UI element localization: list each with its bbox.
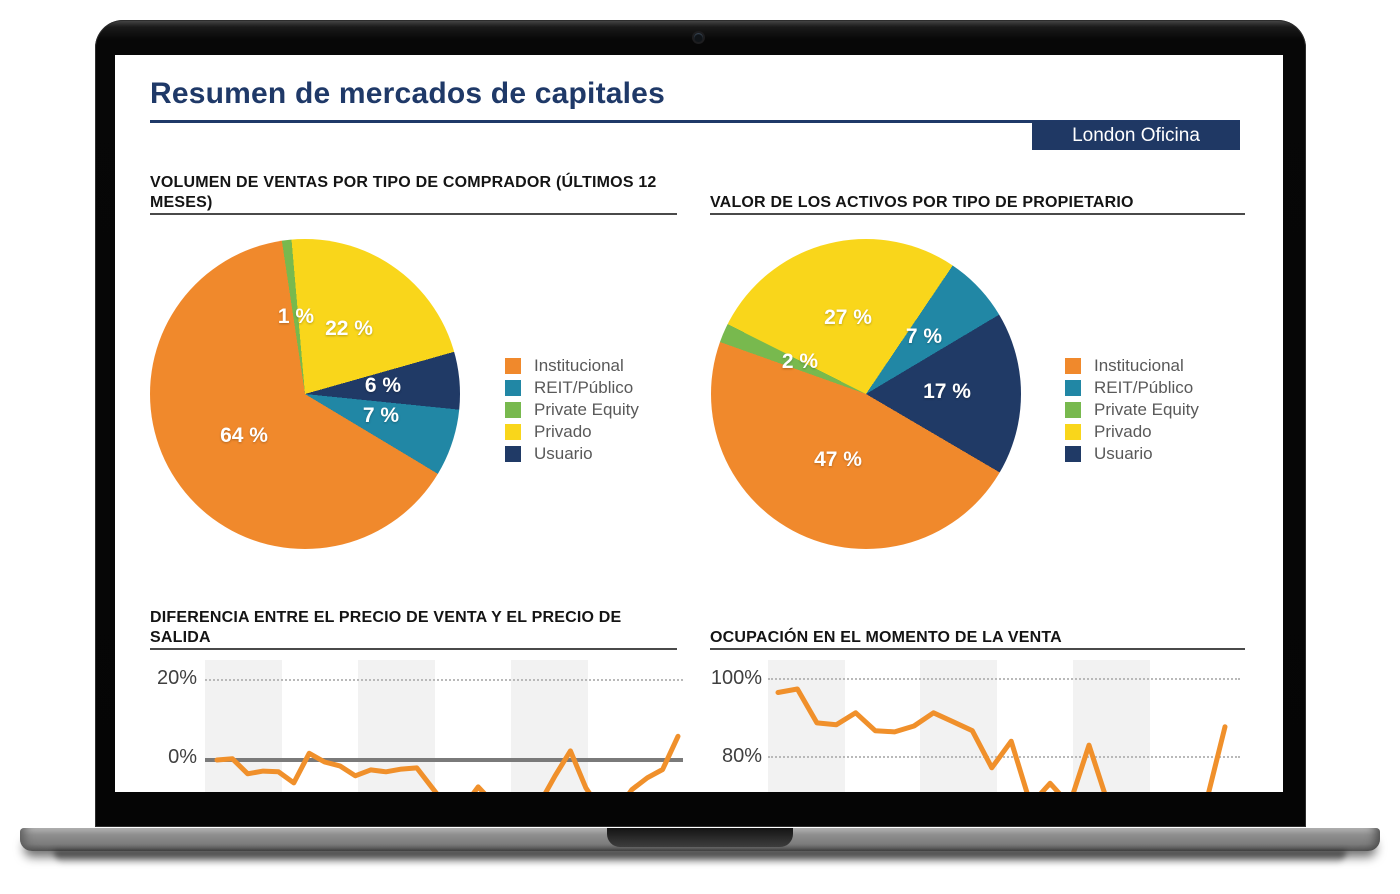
- chart-title-occupancy: OCUPACIÓN EN EL MOMENTO DE LA VENTA: [710, 604, 1245, 650]
- gridline-20pct: [205, 679, 683, 681]
- gridline-80pct: [768, 756, 1240, 758]
- plot-band: [1073, 660, 1150, 792]
- legend-item: REIT/Público: [1065, 377, 1199, 399]
- webcam-icon: [694, 33, 703, 42]
- legend-swatch: [1065, 446, 1081, 462]
- pie-slice-label: 1 %: [277, 305, 315, 328]
- line-chart-occupancy: [768, 660, 1240, 792]
- legend-item: Usuario: [1065, 443, 1199, 465]
- pie-slice-label: 64 %: [220, 424, 268, 447]
- legend-label: Private Equity: [1094, 400, 1199, 419]
- legend-swatch: [1065, 402, 1081, 418]
- legend-swatch: [505, 424, 521, 440]
- legend-label: Usuario: [534, 444, 593, 463]
- pie-slice-label: 6 %: [364, 374, 402, 397]
- y-tick-label: 20%: [156, 667, 197, 689]
- pie-slice-label: 7 %: [905, 325, 943, 348]
- legend-label: Institucional: [1094, 356, 1184, 375]
- legend-swatch: [1065, 358, 1081, 374]
- plot-band: [511, 660, 588, 792]
- pie-slice-label: 7 %: [362, 404, 400, 427]
- laptop-lid: Resumen de mercados de capitales London …: [95, 20, 1306, 827]
- pie-slice-label: 17 %: [923, 380, 971, 403]
- legend-label: REIT/Público: [534, 378, 634, 397]
- laptop-base-notch: [607, 828, 793, 847]
- legend-label: Privado: [534, 422, 592, 441]
- legend-label: Privado: [1094, 422, 1152, 441]
- legend-swatch: [505, 380, 521, 396]
- legend-item: Institucional: [505, 355, 639, 377]
- office-badge: London Oficina: [1032, 121, 1240, 150]
- legend-item: Private Equity: [1065, 399, 1199, 421]
- legend-swatch: [505, 446, 521, 462]
- occupancy-series: [775, 686, 1228, 792]
- legend-label: Private Equity: [534, 400, 639, 419]
- pie-chart-asset-value: 27 % 7 % 17 % 47 % 2 %: [711, 239, 1021, 549]
- legend-swatch: [505, 402, 521, 418]
- pie-slice-label: 47 %: [814, 448, 862, 471]
- page-title: Resumen de mercados de capitales: [150, 77, 665, 110]
- laptop-base: [20, 828, 1380, 851]
- pie-slice-label: 2 %: [781, 350, 819, 373]
- y-tick-label: 100%: [710, 667, 762, 689]
- pie-chart-sales-volume: 1 % 22 % 6 % 7 % 64 %: [150, 239, 460, 549]
- line-chart-price-difference: [205, 660, 683, 792]
- legend-asset-value: Institucional REIT/Público Private Equity P…: [1065, 355, 1199, 465]
- legend-label: Usuario: [1094, 444, 1153, 463]
- legend-swatch: [1065, 424, 1081, 440]
- y-tick-label: 0%: [168, 746, 197, 768]
- chart-title-sales-volume: VOLUMEN DE VENTAS POR TIPO DE COMPRADOR …: [150, 169, 677, 215]
- legend-item: Institucional: [1065, 355, 1199, 377]
- legend-swatch: [1065, 380, 1081, 396]
- legend-sales-volume: Institucional REIT/Público Private Equity P…: [505, 355, 639, 465]
- y-tick-label: 80%: [721, 745, 762, 767]
- legend-item: Privado: [1065, 421, 1199, 443]
- legend-label: REIT/Público: [1094, 378, 1194, 397]
- legend-item: Private Equity: [505, 399, 639, 421]
- pie-slice-label: 27 %: [824, 306, 872, 329]
- zero-axis: [205, 758, 683, 762]
- price-difference-series: [214, 733, 681, 792]
- legend-item: Usuario: [505, 443, 639, 465]
- chart-title-asset-value: VALOR DE LOS ACTIVOS POR TIPO DE PROPIET…: [710, 169, 1245, 215]
- title-underline: [150, 120, 1240, 123]
- dashboard-screen: Resumen de mercados de capitales London …: [115, 55, 1283, 792]
- legend-item: REIT/Público: [505, 377, 639, 399]
- gridline-100pct: [768, 678, 1240, 680]
- legend-label: Institucional: [534, 356, 624, 375]
- pie-slice-label: 22 %: [325, 317, 373, 340]
- chart-title-price-difference: DIFERENCIA ENTRE EL PRECIO DE VENTA Y EL…: [150, 604, 677, 650]
- legend-item: Privado: [505, 421, 639, 443]
- legend-swatch: [505, 358, 521, 374]
